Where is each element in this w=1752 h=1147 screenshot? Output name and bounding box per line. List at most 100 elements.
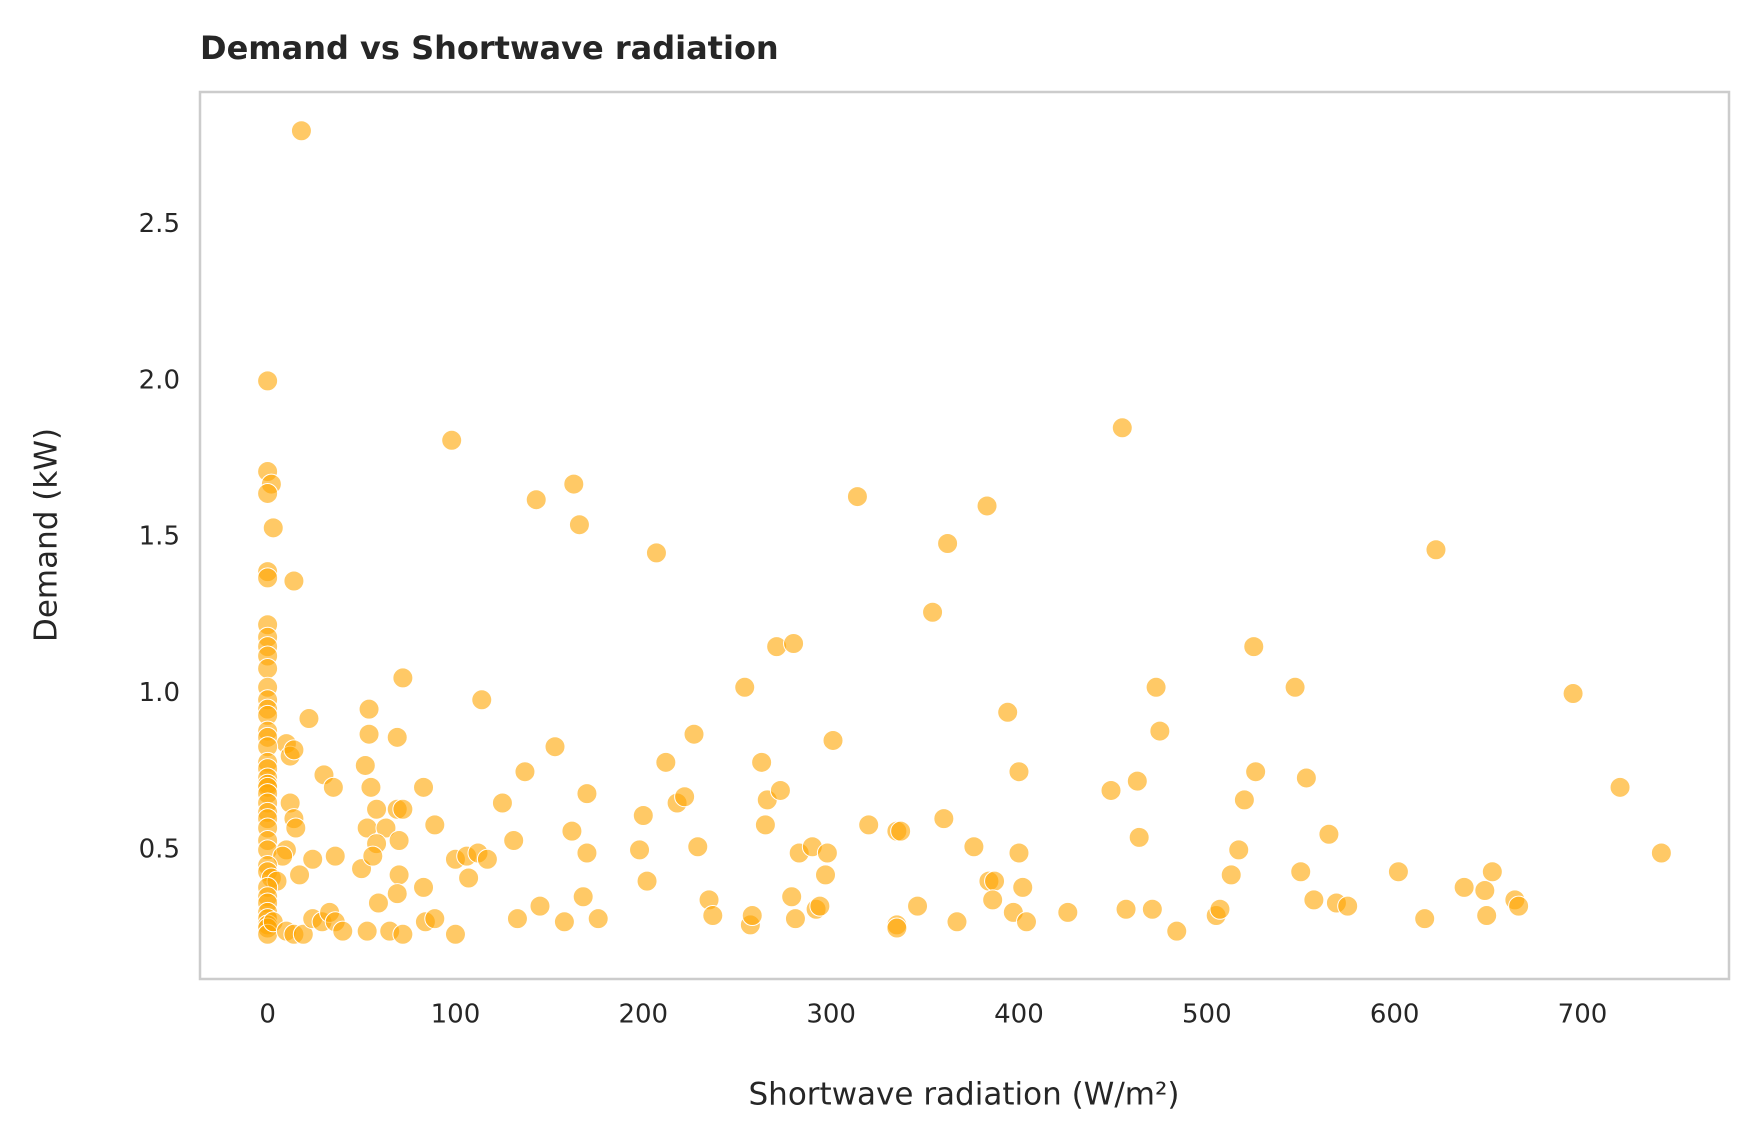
point (963, 836, 985, 858)
point (632, 804, 654, 826)
x-tick-label: 700 (1558, 1000, 1608, 1030)
point (769, 779, 791, 801)
point (491, 792, 513, 814)
point (392, 923, 414, 945)
point (1057, 901, 1079, 923)
point (1337, 895, 1359, 917)
point (568, 514, 590, 536)
point (683, 723, 705, 745)
point (322, 776, 344, 798)
point (784, 908, 806, 930)
point (257, 482, 279, 504)
point (525, 489, 547, 511)
point (1284, 676, 1306, 698)
point (1209, 898, 1231, 920)
point (257, 370, 279, 392)
point (1387, 861, 1409, 883)
point (366, 798, 388, 820)
point (262, 517, 284, 539)
point (356, 920, 378, 942)
point (1233, 789, 1255, 811)
point (292, 923, 314, 945)
point (687, 836, 709, 858)
point (645, 542, 667, 564)
point (1149, 720, 1171, 742)
point (702, 905, 724, 927)
point (441, 429, 463, 451)
point (413, 876, 435, 898)
point (332, 920, 354, 942)
point (1128, 826, 1150, 848)
point (751, 751, 773, 773)
point (283, 739, 305, 761)
point (285, 817, 307, 839)
point (561, 820, 583, 842)
x-tick-label: 0 (259, 1000, 276, 1030)
point (1012, 876, 1034, 898)
x-tick-label: 600 (1370, 1000, 1420, 1030)
point (514, 761, 536, 783)
point (289, 864, 311, 886)
point (358, 698, 380, 720)
point (503, 829, 525, 851)
x-tick-label: 100 (431, 1000, 481, 1030)
point (358, 723, 380, 745)
point (1609, 776, 1631, 798)
point (655, 751, 677, 773)
point (424, 908, 446, 930)
point (386, 883, 408, 905)
point (907, 895, 929, 917)
point (1145, 676, 1167, 698)
point (388, 829, 410, 851)
point (922, 601, 944, 623)
point (392, 667, 414, 689)
point (1474, 880, 1496, 902)
point (283, 570, 305, 592)
point (587, 908, 609, 930)
y-tick-label: 2.5 (139, 209, 180, 239)
point (933, 808, 955, 830)
point (471, 689, 493, 711)
point (1481, 861, 1503, 883)
point (1008, 842, 1030, 864)
point (272, 845, 294, 867)
point (886, 917, 908, 939)
point (982, 889, 1004, 911)
point (815, 864, 836, 886)
x-tick-label: 300 (806, 1000, 856, 1030)
point (754, 814, 776, 836)
point (984, 870, 1006, 892)
x-tick-label: 200 (618, 1000, 668, 1030)
point (858, 814, 880, 836)
point (937, 532, 959, 554)
point (576, 842, 598, 864)
point (1243, 636, 1265, 658)
point (1295, 767, 1317, 789)
point (809, 895, 831, 917)
point (1008, 761, 1030, 783)
point (734, 676, 756, 698)
point (458, 867, 480, 889)
point (1220, 864, 1242, 886)
x-tick-label: 400 (994, 1000, 1044, 1030)
point (976, 495, 998, 517)
point (1100, 779, 1122, 801)
point (388, 864, 410, 886)
point (1290, 861, 1312, 883)
point (1111, 417, 1133, 439)
point (257, 567, 279, 589)
point (424, 814, 446, 836)
point (444, 923, 466, 945)
point (1476, 905, 1498, 927)
y-tick-label: 1.0 (139, 678, 180, 708)
point (1126, 770, 1148, 792)
y-tick-label: 2.0 (139, 365, 180, 395)
plot-frame (198, 90, 1731, 981)
point (476, 848, 498, 870)
point (386, 726, 408, 748)
point (946, 911, 968, 933)
point (846, 486, 868, 508)
y-tick-label: 1.5 (139, 522, 180, 552)
